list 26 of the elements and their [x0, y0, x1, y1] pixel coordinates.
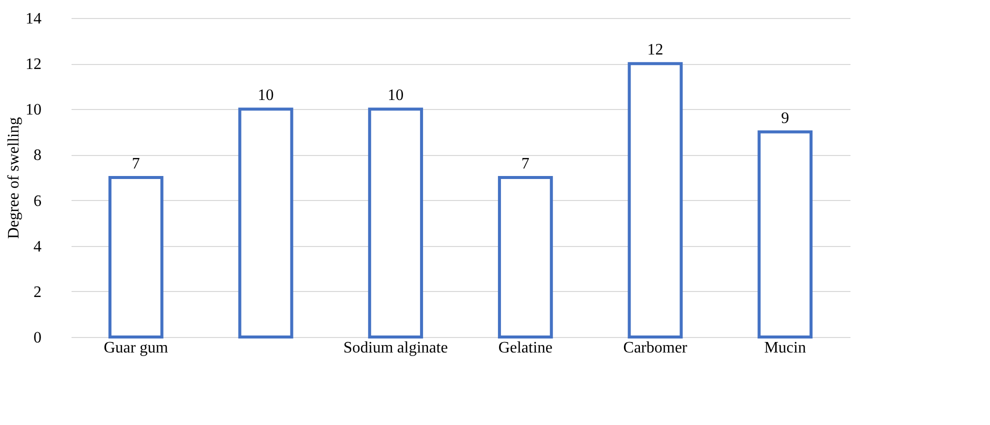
x-tick-label: Gelatine — [498, 340, 553, 356]
data-label: 12 — [647, 42, 664, 59]
bar — [498, 176, 553, 338]
data-label: 10 — [258, 87, 274, 104]
y-tick-label: 0 — [34, 330, 42, 346]
y-tick-label: 10 — [26, 102, 42, 119]
bar — [238, 108, 294, 338]
x-tick-label: Sodium alginate — [343, 340, 448, 356]
x-tick-label: Carbomer — [623, 340, 688, 356]
bar — [108, 176, 164, 338]
y-axis-title: Degree of swelling — [6, 117, 22, 239]
data-label: 7 — [132, 156, 140, 172]
y-tick-label: 6 — [34, 192, 42, 210]
y-tick-label: 14 — [26, 10, 42, 28]
data-label: 9 — [781, 110, 790, 127]
data-label: 10 — [388, 87, 404, 104]
bar — [758, 130, 813, 338]
data-label: 7 — [521, 156, 530, 172]
bar — [368, 108, 424, 338]
bar — [628, 62, 683, 338]
y-tick-label: 8 — [34, 147, 42, 164]
y-tick-label: 12 — [26, 56, 42, 74]
x-tick-label: Mucin — [764, 340, 806, 356]
y-tick-label: 2 — [34, 284, 42, 301]
x-tick-label: Guar gum — [104, 340, 169, 356]
y-tick-label: 4 — [34, 238, 42, 256]
